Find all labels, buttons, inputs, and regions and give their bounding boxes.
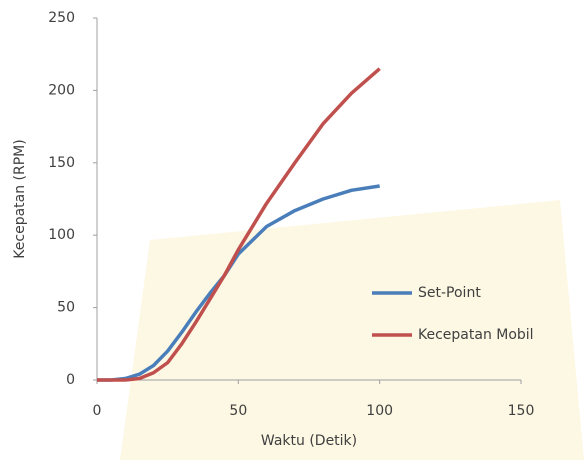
legend-label: Kecepatan Mobil — [418, 327, 534, 343]
series-line — [97, 184, 380, 382]
y-tick-label: 250 — [48, 10, 75, 26]
x-tick-label: 50 — [229, 403, 247, 419]
series-line — [97, 67, 381, 382]
y-tick-label: 150 — [48, 155, 75, 171]
legend-label: Set-Point — [418, 285, 481, 301]
x-tick-label: 0 — [93, 403, 102, 419]
y-axis-title: Kecepatan (RPM) — [12, 139, 28, 258]
y-tick-label: 200 — [48, 82, 75, 98]
y-tick-label: 50 — [57, 300, 75, 316]
watermark-shape — [120, 200, 584, 460]
y-tick-label: 100 — [48, 227, 75, 243]
x-axis-title: Waktu (Detik) — [261, 433, 357, 449]
y-tick-label: 0 — [66, 372, 75, 388]
x-tick-label: 100 — [366, 403, 393, 419]
x-tick-label: 150 — [508, 403, 535, 419]
